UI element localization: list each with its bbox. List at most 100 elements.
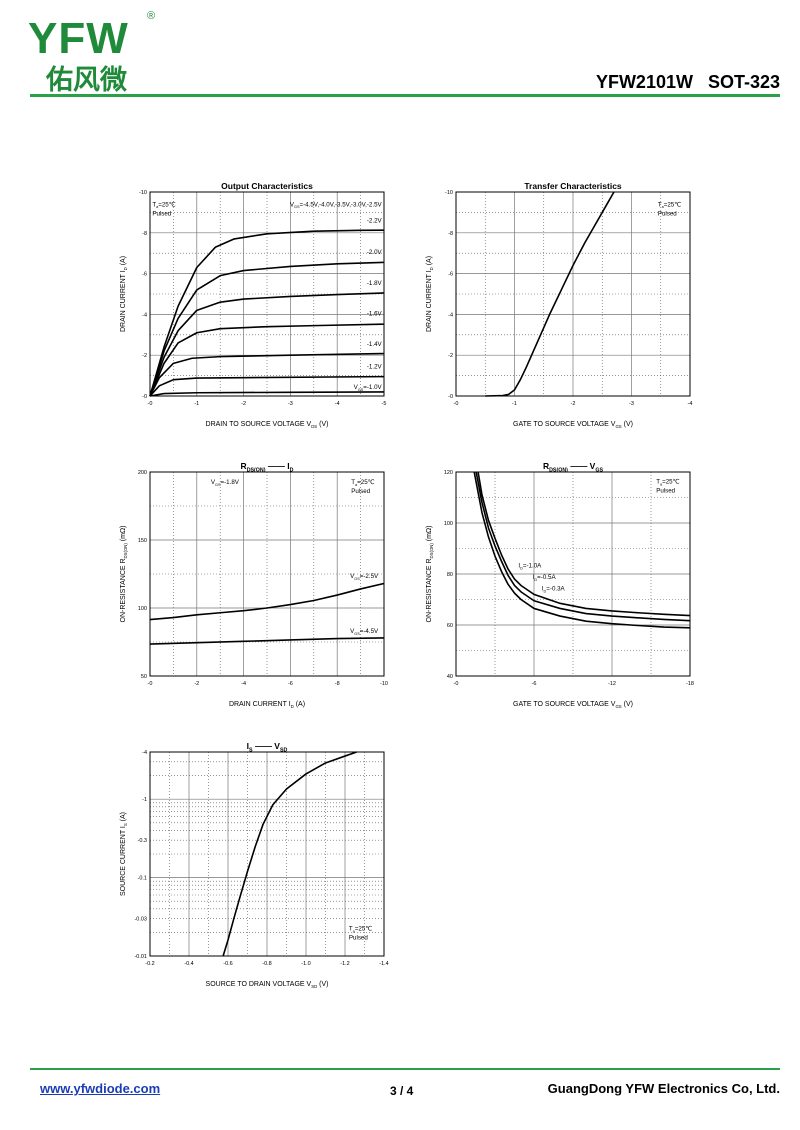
y-tick-label: -8 — [142, 231, 147, 237]
series-curve — [149, 292, 385, 397]
series-curve — [473, 471, 691, 629]
x-axis-label: SOURCE TO DRAIN VOLTAGE VSD (V) — [206, 981, 329, 989]
x-tick-label: -18 — [686, 681, 694, 687]
x-tick-label: -4 — [241, 681, 246, 687]
company-logo: YFW — [28, 14, 129, 63]
x-tick-label: -3 — [288, 401, 293, 407]
series-curve — [149, 352, 385, 397]
y-tick-label: -2 — [448, 353, 453, 359]
series-label: -2.2V — [367, 218, 383, 225]
chart-note: VGS=-1.8V — [211, 479, 240, 487]
chart-note: Pulsed — [152, 210, 171, 217]
y-tick-label: 200 — [138, 470, 147, 476]
chart-note: Ta=25℃ — [656, 478, 679, 486]
x-tick-label: -0 — [454, 401, 459, 407]
series-curve — [485, 191, 615, 397]
rdson-vs-id-chart: -0 -2 -4 -6 -8 -10 50 100 150 200 RDS(ON) —— ID DRA… — [120, 461, 388, 709]
is-vs-vsd-chart: -0.2 -0.4 -0.6 -0.8 -1.0 -1.2 -1.4 -0.01 -0.03 -0… — [120, 741, 389, 989]
y-axis-label: ON-RESISTANCE RDS(ON) (mΩ) — [426, 526, 434, 623]
series-label: -1.6V — [367, 310, 383, 317]
x-tick-label: -0 — [148, 681, 153, 687]
y-tick-label: 100 — [138, 606, 147, 612]
series-curve — [475, 471, 691, 622]
x-tick-label: -0.4 — [184, 961, 193, 967]
company-logo-chinese: 佑风微 — [46, 65, 127, 96]
chart-note: Ta=25℃ — [351, 479, 374, 487]
chart-note: VGS=-4.5V,-4.0V,-3.5V,-3.0V,-2.5V — [290, 201, 383, 209]
chart-note: Ta=25℃ — [658, 201, 681, 209]
y-tick-label: 40 — [447, 674, 453, 680]
series-curve — [149, 323, 385, 397]
series-label: ID=-1.0A — [518, 563, 542, 571]
x-tick-label: -8 — [335, 681, 340, 687]
x-tick-label: -1.2 — [340, 961, 349, 967]
y-axis-label: ON-RESISTANCE RDS(ON) (mΩ) — [120, 526, 128, 623]
chart-title: IS —— VSD — [247, 741, 288, 754]
chart-title: Transfer Characteristics — [524, 181, 622, 191]
y-tick-label: -10 — [445, 190, 453, 196]
series-label: VGS=-2.5V — [350, 573, 379, 581]
x-axis-label: GATE TO SOURCE VOLTAGE VGS (V) — [513, 701, 633, 709]
company-name: GuangDong YFW Electronics Co, Ltd. — [547, 1081, 780, 1096]
series-curve — [149, 261, 385, 397]
chart-title: RDS(ON) —— VGS — [543, 461, 604, 474]
plot-frame — [455, 471, 691, 677]
series-label: -2.0V — [367, 249, 383, 256]
y-tick-label: 120 — [444, 470, 453, 476]
y-tick-label: -0 — [448, 394, 453, 400]
series-curve — [149, 637, 385, 645]
x-tick-label: -6 — [532, 681, 537, 687]
y-tick-label: -4 — [448, 312, 453, 318]
x-tick-label: -6 — [288, 681, 293, 687]
y-tick-label: -0 — [142, 394, 147, 400]
chart-note: Pulsed — [349, 935, 368, 942]
transfer-characteristics-chart: -0 -1 -2 -3 -4 -0 -2 -4 -6 -8 -10 Transfer Characte… — [426, 181, 693, 429]
x-tick-label: -0 — [148, 401, 153, 407]
x-tick-label: -0 — [454, 681, 459, 687]
y-tick-label: -4 — [142, 312, 147, 318]
y-tick-label: 150 — [138, 538, 147, 544]
y-tick-label: -8 — [448, 231, 453, 237]
series-curve — [149, 391, 385, 397]
y-tick-label: -0.1 — [138, 876, 147, 882]
series-label: -1.2V — [367, 363, 383, 370]
y-tick-label: 60 — [447, 623, 453, 629]
x-tick-label: -2 — [241, 401, 246, 407]
x-axis-label: GATE TO SOURCE VOLTAGE VGS (V) — [513, 421, 633, 429]
x-tick-label: -12 — [608, 681, 616, 687]
y-tick-label: 80 — [447, 572, 453, 578]
y-tick-label: -6 — [142, 272, 147, 278]
chart-note: Ta=25℃ — [152, 201, 175, 209]
series-curve — [222, 751, 357, 957]
series-label: -1.8V — [367, 280, 383, 287]
y-tick-label: -0.01 — [134, 954, 147, 960]
x-tick-label: -4 — [335, 401, 340, 407]
x-tick-label: -10 — [380, 681, 388, 687]
x-tick-label: -1.0 — [301, 961, 310, 967]
chart-note: Ta=25℃ — [349, 926, 372, 934]
x-axis-label: DRAIN TO SOURCE VOLTAGE VDS (V) — [206, 421, 329, 429]
plot-frame — [149, 191, 385, 397]
plot-frame — [149, 471, 385, 677]
series-label: VGS=-4.5V — [350, 628, 379, 636]
y-axis-label: DRAIN CURRENT ID (A) — [120, 256, 128, 332]
document-title: YFW2101W SOT-323 — [595, 72, 780, 92]
y-tick-label: -0.3 — [138, 838, 147, 844]
series-curve — [477, 471, 691, 617]
y-tick-label: 100 — [444, 521, 453, 527]
series-label: ID=-0.3A — [542, 586, 566, 594]
y-tick-label: -10 — [139, 190, 147, 196]
output-characteristics-chart: -0 -1 -2 -3 -4 -5 -0 -2 -4 -6 -8 -10 Output Characte… — [120, 181, 386, 429]
x-axis-label: DRAIN CURRENT ID (A) — [229, 701, 305, 709]
plot-frame — [455, 191, 691, 397]
series-label: ID=-0.5A — [533, 574, 557, 582]
x-tick-label: -3 — [629, 401, 634, 407]
x-tick-label: -1 — [512, 401, 517, 407]
website-link[interactable]: www.yfwdiode.com — [40, 1081, 161, 1096]
y-axis-label: DRAIN CURRENT ID (A) — [426, 256, 434, 332]
chart-title: RDS(ON) —— ID — [241, 461, 294, 474]
x-tick-label: -4 — [688, 401, 693, 407]
y-tick-label: -1 — [142, 797, 147, 803]
x-tick-label: -0.6 — [223, 961, 232, 967]
y-tick-label: -4 — [142, 750, 147, 756]
